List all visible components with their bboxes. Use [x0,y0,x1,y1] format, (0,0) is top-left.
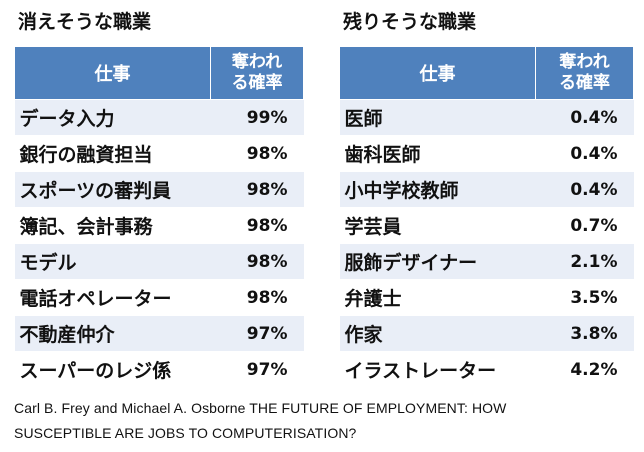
table-row: イラストレーター 4.2% [339,351,634,388]
rate-header-line1: 奪われ [231,52,283,72]
probability-cell: 0.4% [535,135,634,172]
rate-column-header: 奪われ る確率 [535,46,634,100]
job-name-cell: イラストレーター [339,351,536,388]
table-row: 作家 3.8% [339,315,634,352]
probability-cell: 98% [210,279,304,316]
probability-cell: 97% [210,351,304,388]
job-name-cell: 小中学校教師 [339,171,536,208]
table-row: データ入力 99% [14,99,304,136]
job-name-cell: 医師 [339,99,536,136]
remaining-jobs-table: 仕事 奪われ る確率 医師 0.4% 歯科医師 0.4% 小中学校教師 0.4% 学芸員 0.… [339,46,634,388]
table-row: 銀行の融資担当 98% [14,135,304,172]
table-row: 歯科医師 0.4% [339,135,634,172]
rate-column-header: 奪われ る確率 [210,46,304,100]
probability-cell: 98% [210,207,304,244]
rate-header-line2: る確率 [559,73,610,93]
job-column-header: 仕事 [339,46,536,100]
disappearing-jobs-panel: 消えそうな職業 仕事 奪われ る確率 データ入力 99% 銀行の融資担当 98% スポー… [14,4,304,388]
probability-cell: 0.4% [535,99,634,136]
probability-cell: 2.1% [535,243,634,280]
probability-cell: 98% [210,135,304,172]
table-row: スポーツの審判員 98% [14,171,304,208]
table-row: モデル 98% [14,243,304,280]
source-citation: Carl B. Frey and Michael A. Osborne THE … [14,396,634,446]
table-row: スーパーのレジ係 97% [14,351,304,388]
probability-cell: 97% [210,315,304,352]
probability-cell: 98% [210,243,304,280]
table-row: 弁護士 3.5% [339,279,634,316]
job-name-cell: スポーツの審判員 [14,171,211,208]
job-name-cell: 作家 [339,315,536,352]
citation-line1: Carl B. Frey and Michael A. Osborne THE … [14,400,507,416]
job-name-cell: 服飾デザイナー [339,243,536,280]
probability-cell: 99% [210,99,304,136]
table-header-row: 仕事 奪われ る確率 [339,46,634,100]
rate-header-line2: る確率 [231,73,283,93]
table-row: 簿記、会計事務 98% [14,207,304,244]
table-header-row: 仕事 奪われ る確率 [14,46,304,100]
probability-cell: 0.7% [535,207,634,244]
table-row: 学芸員 0.7% [339,207,634,244]
job-column-header: 仕事 [14,46,211,100]
table-row: 服飾デザイナー 2.1% [339,243,634,280]
job-name-cell: データ入力 [14,99,211,136]
rate-header-line1: 奪われ [559,52,610,72]
probability-cell: 0.4% [535,171,634,208]
job-name-cell: 電話オペレーター [14,279,211,316]
disappearing-jobs-table: 仕事 奪われ る確率 データ入力 99% 銀行の融資担当 98% スポーツの審判員 98%… [14,46,304,388]
remaining-jobs-panel: 残りそうな職業 仕事 奪われ る確率 医師 0.4% 歯科医師 0.4% 小中学校教師 0… [339,4,634,388]
probability-cell: 98% [210,171,304,208]
job-name-cell: 不動産仲介 [14,315,211,352]
job-name-cell: 学芸員 [339,207,536,244]
table-row: 小中学校教師 0.4% [339,171,634,208]
probability-cell: 3.5% [535,279,634,316]
job-name-cell: 銀行の融資担当 [14,135,211,172]
probability-cell: 3.8% [535,315,634,352]
probability-cell: 4.2% [535,351,634,388]
table-row: 電話オペレーター 98% [14,279,304,316]
remaining-jobs-title: 残りそうな職業 [343,11,477,33]
table-row: 医師 0.4% [339,99,634,136]
job-name-cell: 簿記、会計事務 [14,207,211,244]
job-name-cell: 歯科医師 [339,135,536,172]
table-row: 不動産仲介 97% [14,315,304,352]
job-name-cell: スーパーのレジ係 [14,351,211,388]
job-name-cell: 弁護士 [339,279,536,316]
job-name-cell: モデル [14,243,211,280]
citation-line2: SUSCEPTIBLE ARE JOBS TO COMPUTERISATION? [14,425,357,441]
disappearing-jobs-title: 消えそうな職業 [18,11,152,33]
